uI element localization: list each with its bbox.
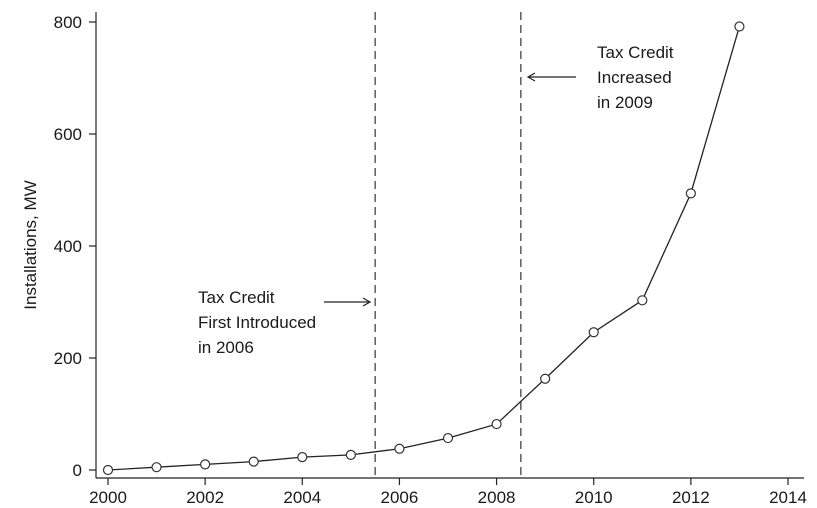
data-point [201,460,210,469]
data-point [152,463,161,472]
y-tick-label: 600 [54,125,82,144]
data-point [589,328,598,337]
y-tick-label: 0 [73,461,82,480]
annotation-line: Tax Credit [198,288,275,307]
data-point [686,189,695,198]
series-group [104,22,744,475]
y-tick-label: 200 [54,349,82,368]
x-tick-label: 2000 [89,488,127,507]
reference-lines [375,12,521,478]
annotation-line: in 2009 [597,93,653,112]
x-ticks: 2000 2002 2004 2006 2008 2010 2012 2014 [89,478,807,507]
axes [96,12,804,478]
annotation-line: Increased [597,68,672,87]
y-axis-label: Installations, MW [21,180,40,309]
annotation-line: First Introduced [198,313,316,332]
x-tick-label: 2010 [575,488,613,507]
x-tick-label: 2012 [672,488,710,507]
annotation-text: Tax Credit Increased in 2009 [597,43,674,112]
y-tick-label: 800 [54,13,82,32]
data-point [104,466,113,475]
y-tick-label: 400 [54,237,82,256]
x-tick-label: 2002 [186,488,224,507]
data-point [492,420,501,429]
data-point [249,457,258,466]
x-tick-label: 2006 [381,488,419,507]
data-point [541,374,550,383]
data-point [735,22,744,31]
y-ticks: 0 200 400 600 800 [54,13,96,480]
annotation-text: Tax Credit First Introduced in 2006 [198,288,316,357]
x-tick-label: 2008 [478,488,516,507]
data-point [638,296,647,305]
data-point [395,444,404,453]
data-point [298,453,307,462]
data-point [346,450,355,459]
x-tick-label: 2004 [283,488,321,507]
x-tick-label: 2014 [769,488,807,507]
annotation-line: in 2006 [198,338,254,357]
annotation-line: Tax Credit [597,43,674,62]
data-point [444,434,453,443]
